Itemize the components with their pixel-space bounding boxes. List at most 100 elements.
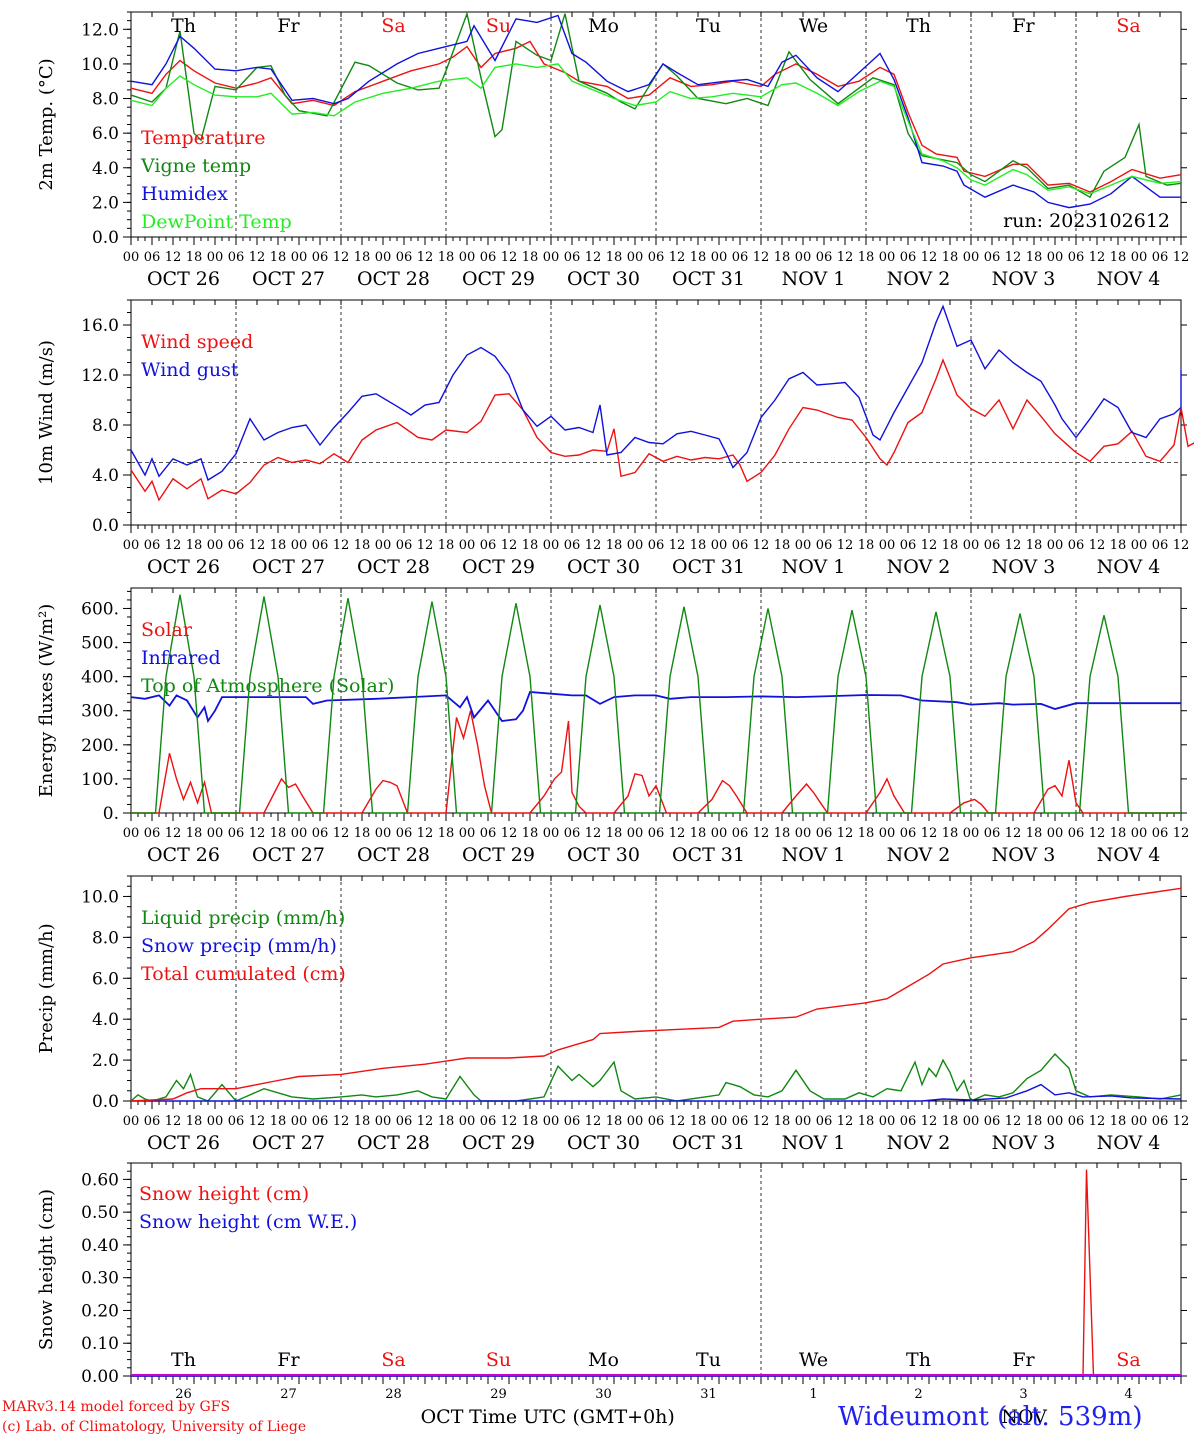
- hour-tick-label: 00: [627, 1114, 644, 1129]
- date-label: OCT 31: [672, 844, 745, 866]
- hour-tick-label: 00: [711, 250, 728, 265]
- hour-tick-label: 06: [480, 538, 497, 553]
- y-tick-label: 0.40: [81, 1236, 119, 1256]
- hour-tick-label: 18: [858, 826, 875, 841]
- hour-tick-label: 00: [123, 1114, 140, 1129]
- y-axis-label: Energy fluxes (W/m²): [36, 604, 57, 798]
- day-number: 27: [280, 1387, 297, 1402]
- hour-tick-label: 18: [690, 1114, 707, 1129]
- hour-tick-label: 00: [543, 538, 560, 553]
- panel-frame: [130, 11, 1182, 238]
- date-label: NOV 1: [782, 1132, 846, 1154]
- hour-tick-label: 18: [690, 250, 707, 265]
- hour-tick-label: 12: [249, 538, 266, 553]
- date-label: OCT 28: [357, 556, 430, 578]
- hour-tick-label: 00: [627, 250, 644, 265]
- date-label: OCT 28: [357, 1132, 430, 1154]
- date-label: OCT 30: [567, 844, 640, 866]
- hour-tick-label: 18: [690, 826, 707, 841]
- series-line-total-cumulated-cm-: [130, 887, 1182, 1102]
- hour-tick-label: 00: [459, 1114, 476, 1129]
- date-label: OCT 26: [147, 1132, 220, 1154]
- y-tick-label: 4.0: [92, 159, 119, 179]
- hour-tick-label: 00: [711, 538, 728, 553]
- hour-tick-label: 12: [333, 250, 350, 265]
- hour-tick-label: 06: [228, 1114, 245, 1129]
- y-tick-label: 10.0: [81, 55, 119, 75]
- hour-tick-label: 00: [879, 538, 896, 553]
- hour-tick-label: 12: [165, 250, 182, 265]
- y-tick-label: 0.00: [81, 1367, 119, 1387]
- legend-entry: Infrared: [141, 647, 221, 669]
- date-label: OCT 27: [252, 268, 325, 290]
- hour-tick-label: 12: [669, 826, 686, 841]
- y-tick-label: 0.: [103, 804, 119, 824]
- hour-tick-label: 00: [627, 826, 644, 841]
- hour-tick-label: 06: [480, 250, 497, 265]
- y-tick-label: 0.0: [92, 228, 119, 248]
- date-label: OCT 31: [672, 1132, 745, 1154]
- hour-tick-label: 12: [249, 1114, 266, 1129]
- hour-tick-label: 12: [837, 250, 854, 265]
- y-tick-label: 200.: [81, 736, 119, 756]
- hour-tick-label: 18: [354, 538, 371, 553]
- hour-tick-label: 00: [459, 826, 476, 841]
- hour-tick-label: 06: [396, 250, 413, 265]
- hour-tick-label: 00: [1047, 538, 1064, 553]
- date-label: OCT 27: [252, 844, 325, 866]
- hour-tick-label: 18: [1110, 250, 1127, 265]
- day-name: We: [799, 1349, 828, 1371]
- station-label: Wideumont (alt. 539m): [838, 1402, 1143, 1432]
- hour-tick-label: 06: [1068, 1114, 1085, 1129]
- hour-tick-label: 12: [501, 538, 518, 553]
- y-tick-label: 8.0: [92, 416, 119, 436]
- hour-tick-label: 00: [291, 250, 308, 265]
- day-number: 30: [595, 1387, 612, 1402]
- legend-entry: Wind gust: [141, 359, 239, 381]
- hour-tick-label: 18: [438, 1114, 455, 1129]
- y-tick-label: 8.0: [92, 90, 119, 110]
- hour-tick-label: 00: [795, 1114, 812, 1129]
- hour-tick-label: 06: [1152, 538, 1169, 553]
- y-tick-label: 6.0: [92, 124, 119, 144]
- date-label: NOV 2: [887, 268, 951, 290]
- hour-tick-label: 06: [312, 538, 329, 553]
- day-number: 28: [385, 1387, 402, 1402]
- series-line-liquid-precip-mm-h-: [130, 1052, 1182, 1102]
- date-label: OCT 28: [357, 844, 430, 866]
- hour-tick-label: 00: [963, 538, 980, 553]
- date-label: NOV 4: [1097, 268, 1161, 290]
- hour-tick-label: 12: [333, 826, 350, 841]
- legend-entry: Snow precip (mm/h): [141, 935, 337, 957]
- series-line-wind-speed: [130, 358, 1194, 502]
- date-label: NOV 3: [992, 1132, 1056, 1154]
- series-line-top-of-atmosphere-solar-: [131, 594, 1181, 814]
- hour-tick-label: 12: [1089, 1114, 1106, 1129]
- day-number: 4: [1124, 1387, 1132, 1402]
- hour-tick-label: 00: [459, 250, 476, 265]
- y-tick-label: 0.0: [92, 1092, 119, 1112]
- hour-tick-label: 18: [606, 1114, 623, 1129]
- y-tick-label: 0.0: [92, 516, 119, 536]
- date-label: OCT 31: [672, 556, 745, 578]
- y-tick-label: 16.0: [81, 316, 119, 336]
- month-label-nov: NOV: [1001, 1406, 1047, 1428]
- date-label: NOV 3: [992, 556, 1056, 578]
- date-label: OCT 27: [252, 556, 325, 578]
- day-name: Fr: [1012, 15, 1035, 37]
- hour-tick-label: 00: [711, 826, 728, 841]
- hour-tick-label: 12: [753, 538, 770, 553]
- month-label-oct: OCT: [421, 1406, 464, 1428]
- legend-entry: Solar: [141, 619, 193, 641]
- day-name: Th: [171, 1349, 196, 1371]
- hour-tick-label: 18: [606, 538, 623, 553]
- hour-tick-label: 06: [648, 1114, 665, 1129]
- y-axis-label: 2m Temp. (°C): [36, 58, 57, 190]
- hour-tick-label: 12: [249, 826, 266, 841]
- y-axis-label: Snow height (cm): [36, 1189, 57, 1350]
- legend-entry: Snow height (cm): [139, 1183, 309, 1205]
- hour-tick-label: 06: [312, 826, 329, 841]
- day-name: Th: [906, 15, 931, 37]
- hour-tick-label: 12: [921, 250, 938, 265]
